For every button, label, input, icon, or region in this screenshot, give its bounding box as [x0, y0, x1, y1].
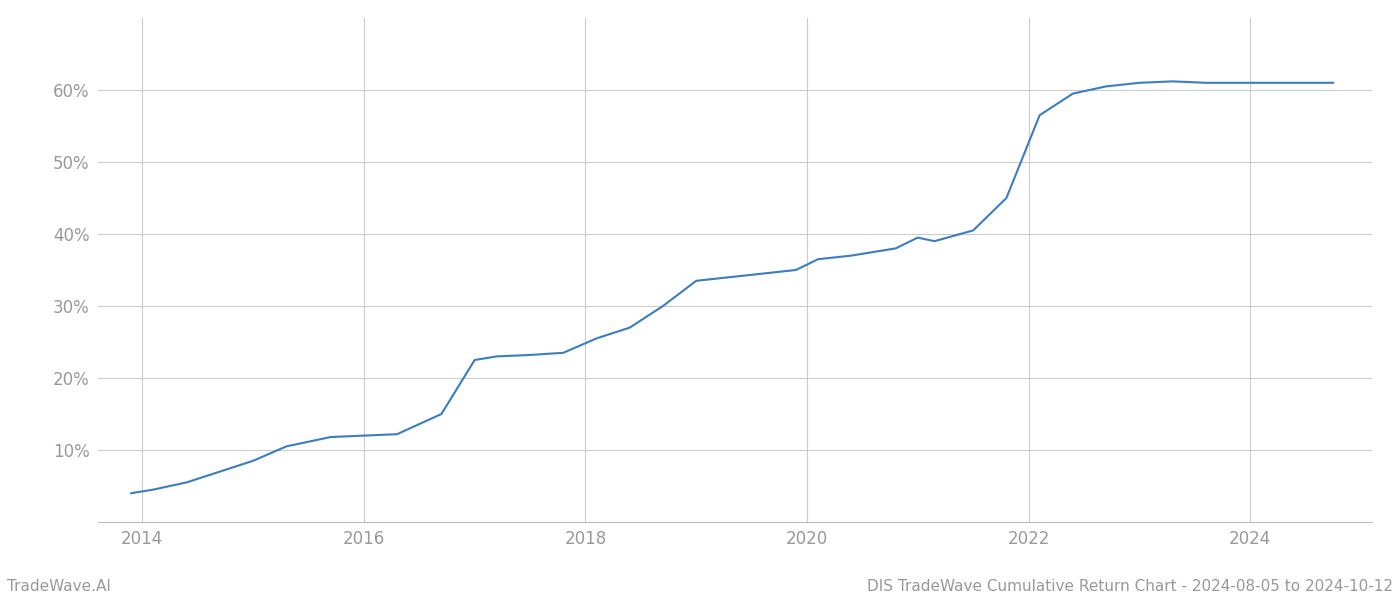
Text: DIS TradeWave Cumulative Return Chart - 2024-08-05 to 2024-10-12: DIS TradeWave Cumulative Return Chart - … [867, 579, 1393, 594]
Text: TradeWave.AI: TradeWave.AI [7, 579, 111, 594]
